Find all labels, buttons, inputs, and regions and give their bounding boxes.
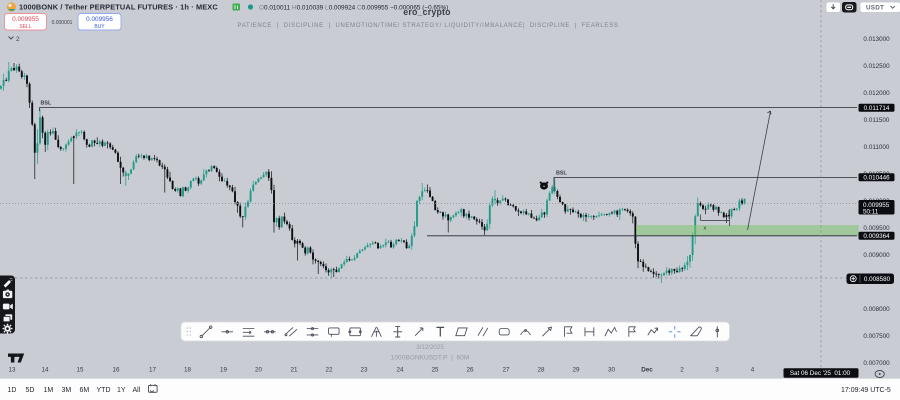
svg-text:0.011714: 0.011714 [864, 105, 890, 112]
svg-text:0.010446: 0.010446 [863, 175, 890, 182]
svg-text:0.009955: 0.009955 [863, 202, 890, 209]
svg-text:30: 30 [608, 367, 616, 374]
svg-text:29: 29 [572, 367, 580, 374]
svg-text:21: 21 [290, 367, 298, 374]
svg-text:24: 24 [396, 367, 404, 374]
svg-text:O0.010011 H0.010039 L0.009924: O0.010011 H0.010039 L0.009924 C0.009955 … [259, 5, 448, 12]
svg-text:50:11: 50:11 [863, 209, 879, 216]
svg-text:ero_crypto: ero_crypto [403, 7, 451, 17]
svg-text:3/12/2025: 3/12/2025 [416, 344, 444, 351]
svg-text:YTD: YTD [97, 387, 111, 394]
svg-text:Dec: Dec [641, 367, 653, 374]
svg-text:19: 19 [220, 367, 228, 374]
svg-text:6M: 6M [80, 387, 90, 394]
svg-text:0.009364: 0.009364 [863, 233, 890, 240]
svg-text:BSL: BSL [556, 170, 567, 176]
svg-text:5D: 5D [26, 387, 35, 394]
svg-text:0.011500: 0.011500 [864, 117, 890, 124]
svg-text:x: x [704, 226, 707, 232]
svg-text:0.012000: 0.012000 [863, 90, 890, 97]
svg-text:18: 18 [184, 367, 192, 374]
svg-text:13: 13 [8, 367, 16, 374]
svg-text:0.007000: 0.007000 [863, 360, 890, 367]
svg-text:0.009500: 0.009500 [863, 225, 890, 232]
svg-text:0.008580: 0.008580 [864, 276, 891, 283]
svg-text:26: 26 [466, 367, 474, 374]
svg-text:1M: 1M [44, 387, 54, 394]
svg-text:2: 2 [680, 367, 684, 374]
svg-text:0.009956: 0.009956 [86, 16, 113, 23]
svg-text:2: 2 [16, 36, 20, 43]
svg-text:27: 27 [502, 367, 510, 374]
svg-text:1D: 1D [8, 387, 17, 394]
svg-text:Sat 06 Dec '25 01:00: Sat 06 Dec '25 01:00 [790, 370, 851, 377]
svg-text:1Y: 1Y [117, 387, 126, 394]
svg-text:17:09:49 UTC-5: 17:09:49 UTC-5 [841, 387, 891, 394]
svg-text:4: 4 [751, 367, 755, 374]
svg-text:15: 15 [76, 367, 84, 374]
svg-text:0.009955: 0.009955 [12, 16, 39, 23]
svg-text:0.013000: 0.013000 [863, 36, 890, 43]
svg-text:3M: 3M [62, 387, 72, 394]
svg-text:28: 28 [537, 367, 545, 374]
svg-text:0.009000: 0.009000 [863, 252, 890, 259]
svg-text:16: 16 [112, 367, 120, 374]
svg-text:0.007500: 0.007500 [863, 333, 890, 340]
svg-text:17: 17 [149, 367, 157, 374]
svg-text:22: 22 [325, 367, 333, 374]
svg-text:BUY: BUY [94, 24, 105, 30]
svg-text:All: All [133, 387, 141, 394]
svg-text:3: 3 [715, 367, 719, 374]
svg-text:USDT: USDT [866, 5, 884, 12]
svg-text:SELL: SELL [19, 24, 31, 30]
svg-text:BSL: BSL [41, 101, 52, 107]
svg-text:0.012500: 0.012500 [863, 63, 890, 70]
svg-text:1000BONKUSDT.P | 60M: 1000BONKUSDT.P | 60M [391, 354, 470, 361]
svg-text:23: 23 [360, 367, 368, 374]
svg-text:0.011000: 0.011000 [864, 144, 890, 151]
svg-text:1000BONK / Tether PERPETUAL FU: 1000BONK / Tether PERPETUAL FUTURES · 1h… [19, 3, 218, 12]
svg-text:14: 14 [41, 367, 49, 374]
svg-text:25: 25 [431, 367, 439, 374]
svg-text:20: 20 [255, 367, 263, 374]
svg-text:0.000001: 0.000001 [52, 20, 73, 26]
svg-text:PATIENCE | DISCIPLINE | UN: PATIENCE | DISCIPLINE | UNEMOTION/TIME/ … [238, 23, 619, 29]
svg-text:0.008000: 0.008000 [863, 306, 890, 313]
